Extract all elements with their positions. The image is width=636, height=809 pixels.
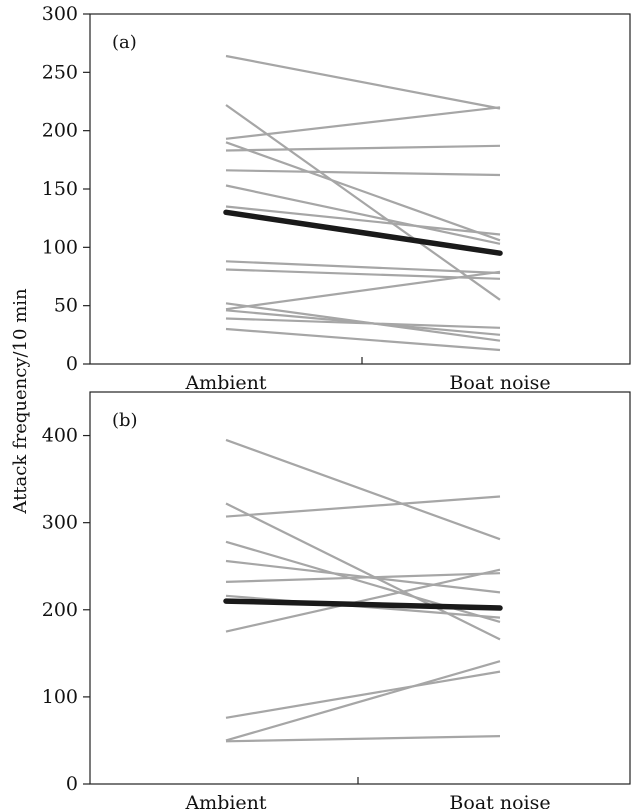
y-tick-label: 0	[66, 773, 78, 795]
y-axis-label: Attack frequency/10 min	[10, 288, 31, 515]
y-tick-label: 300	[42, 3, 78, 25]
panel-label: (a)	[112, 32, 137, 53]
individual-series-line	[225, 572, 501, 584]
individual-series-line	[225, 184, 501, 245]
individual-series-line	[225, 54, 501, 110]
individual-series-line	[225, 270, 501, 311]
x-category-label: Boat noise	[449, 792, 550, 809]
panel-label: (b)	[112, 410, 138, 431]
x-category-label: Ambient	[184, 792, 266, 809]
y-tick-label: 250	[42, 61, 78, 83]
y-tick-label: 0	[66, 353, 78, 375]
y-tick-label: 400	[42, 425, 78, 447]
y-tick-label: 200	[42, 120, 78, 142]
x-category-label: Boat noise	[449, 372, 550, 394]
plot-frame	[89, 13, 631, 365]
x-category-label: Ambient	[184, 372, 266, 394]
individual-series-line	[225, 317, 501, 329]
individual-series-line	[225, 734, 501, 743]
individual-series-line	[225, 568, 501, 633]
individual-series-line	[225, 169, 501, 177]
plot-frame	[89, 391, 631, 785]
mean-series-line	[223, 598, 503, 611]
individual-series-line	[225, 327, 501, 352]
individual-series-line	[225, 106, 501, 140]
y-tick-label: 150	[42, 178, 78, 200]
individual-series-line	[225, 660, 501, 742]
individual-series-line	[225, 502, 501, 641]
y-tick-label: 50	[54, 295, 78, 317]
y-tick-label: 200	[42, 599, 78, 621]
panel-b: 0 100 200 300 400 Ambient Boat noise (b)	[42, 391, 631, 809]
mean-series-line	[223, 209, 503, 256]
individual-series-line	[225, 260, 501, 275]
y-tick-label: 100	[42, 236, 78, 258]
individual-series-line	[225, 438, 501, 541]
individual-series-line	[225, 104, 501, 301]
individual-series-line	[225, 141, 501, 242]
individual-series-line	[225, 495, 501, 518]
y-tick-label: 100	[42, 686, 78, 708]
individual-series-line	[225, 205, 501, 236]
individual-series-line	[225, 670, 501, 719]
individual-series-line	[225, 144, 501, 152]
individual-series-line	[225, 540, 501, 624]
y-tick-label: 300	[42, 512, 78, 534]
panel-a: 0 50 100 150 200 250 300 Ambient Boat noise (a)	[42, 3, 631, 394]
